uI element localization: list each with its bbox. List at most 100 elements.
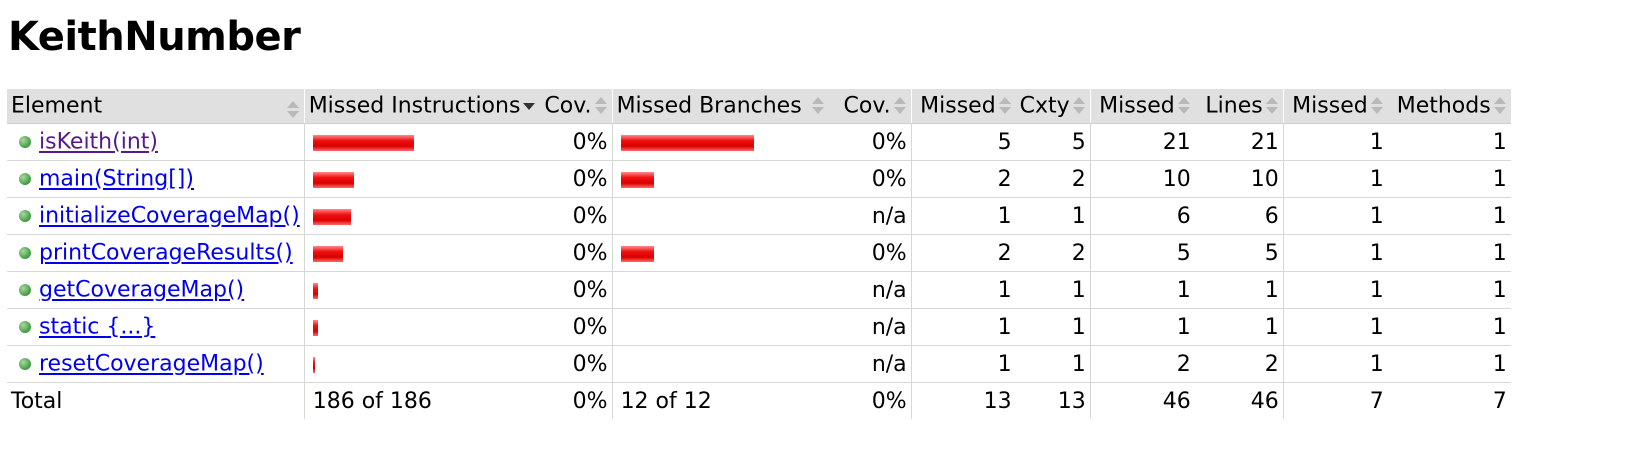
method-status-icon xyxy=(19,210,31,223)
total-missed-methods: 7 xyxy=(1282,382,1388,419)
header-methods[interactable]: Methods xyxy=(1387,89,1511,124)
table-row: printCoverageResults() 0% 0% 2 2 5 5 1 1 xyxy=(7,234,1511,272)
header-missed-instructions[interactable]: Missed Instructions xyxy=(303,89,541,124)
header-missed-complexity[interactable]: Missed xyxy=(910,89,1016,124)
missed-methods-cell: 1 xyxy=(1282,123,1388,161)
missed-cxty-cell: 2 xyxy=(910,160,1016,198)
missed-instructions-cell xyxy=(303,197,541,235)
missed-instructions-cell xyxy=(303,123,541,161)
header-branch-coverage-label: Cov. xyxy=(843,93,891,119)
branch-cov-cell: n/a xyxy=(828,271,912,309)
element-link[interactable]: main(String[]) xyxy=(39,166,194,192)
method-status-icon xyxy=(19,284,31,297)
element-cell: getCoverageMap() xyxy=(7,271,305,309)
missed-instructions-bar xyxy=(312,319,318,336)
header-element-label: Element xyxy=(11,93,103,119)
instr-cov-cell: 0% xyxy=(540,160,613,198)
method-status-icon xyxy=(19,358,31,371)
cxty-cell: 2 xyxy=(1015,234,1091,272)
header-element[interactable]: Element xyxy=(7,89,305,124)
instr-cov-cell: 0% xyxy=(540,123,613,161)
branch-cov-cell: n/a xyxy=(828,308,912,346)
missed-methods-cell: 1 xyxy=(1282,160,1388,198)
element-cell: static {...} xyxy=(7,308,305,346)
element-link[interactable]: getCoverageMap() xyxy=(39,277,245,303)
missed-methods-cell: 1 xyxy=(1282,345,1388,383)
table-row: static {...} 0% n/a 1 1 1 1 1 1 xyxy=(7,308,1511,346)
missed-instructions-bar xyxy=(312,171,354,188)
method-status-icon xyxy=(19,136,31,149)
sort-icon xyxy=(1072,97,1086,115)
element-link[interactable]: resetCoverageMap() xyxy=(39,351,264,377)
element-link[interactable]: initializeCoverageMap() xyxy=(39,203,300,229)
branch-cov-cell: 0% xyxy=(828,160,912,198)
missed-lines-cell: 21 xyxy=(1089,123,1195,161)
header-lines-label: Lines xyxy=(1205,93,1263,119)
header-missed-lines[interactable]: Missed xyxy=(1089,89,1195,124)
total-methods: 7 xyxy=(1492,388,1507,414)
method-status-icon xyxy=(19,173,31,186)
method-status-icon xyxy=(19,247,31,260)
header-branch-coverage[interactable]: Cov. xyxy=(828,89,912,124)
element-cell: printCoverageResults() xyxy=(7,234,305,272)
cxty-cell: 5 xyxy=(1015,123,1091,161)
element-cell: main(String[]) xyxy=(7,160,305,198)
total-missed-instructions: 186 of 186 xyxy=(303,382,541,419)
instr-cov-cell: 0% xyxy=(540,345,613,383)
header-missed-lines-label: Missed xyxy=(1099,93,1175,119)
methods-cell: 1 xyxy=(1387,308,1511,346)
missed-branches-cell xyxy=(611,308,829,346)
header-missed-complexity-label: Missed xyxy=(920,93,996,119)
header-missed-methods[interactable]: Missed xyxy=(1282,89,1388,124)
header-methods-label: Methods xyxy=(1396,93,1491,119)
sort-icon xyxy=(811,97,825,115)
missed-instructions-cell xyxy=(303,271,541,309)
coverage-table: Element Missed Instructions Cov. Missed … xyxy=(7,89,1511,419)
missed-branches-bar xyxy=(620,245,654,262)
table-row: isKeith(int) 0% 0% 5 5 21 21 1 1 xyxy=(7,123,1511,161)
missed-branches-cell xyxy=(611,271,829,309)
missed-instructions-cell xyxy=(303,308,541,346)
missed-branches-cell xyxy=(611,345,829,383)
missed-branches-cell xyxy=(611,197,829,235)
cxty-cell: 1 xyxy=(1015,197,1091,235)
missed-lines-cell: 1 xyxy=(1089,308,1195,346)
missed-branches-cell xyxy=(611,123,829,161)
missed-cxty-cell: 2 xyxy=(910,234,1016,272)
header-lines[interactable]: Lines xyxy=(1194,89,1284,124)
sort-desc-icon xyxy=(522,97,536,115)
sort-icon xyxy=(998,97,1012,115)
methods-cell: 1 xyxy=(1387,197,1511,235)
missed-cxty-cell: 1 xyxy=(910,197,1016,235)
header-complexity[interactable]: Cxty xyxy=(1015,89,1091,124)
missed-cxty-cell: 1 xyxy=(910,308,1016,346)
missed-instructions-cell xyxy=(303,160,541,198)
element-link[interactable]: isKeith(int) xyxy=(39,129,158,155)
total-label: Total xyxy=(11,388,63,414)
element-link[interactable]: static {...} xyxy=(39,314,156,340)
header-instruction-coverage[interactable]: Cov. xyxy=(540,89,613,124)
table-body: isKeith(int) 0% 0% 5 5 21 21 1 1 main(String[]) 0%… xyxy=(7,123,1511,383)
header-missed-instructions-label: Missed Instructions xyxy=(308,93,521,119)
missed-instructions-cell xyxy=(303,345,541,383)
table-row: getCoverageMap() 0% n/a 1 1 1 1 1 1 xyxy=(7,271,1511,309)
header-missed-branches[interactable]: Missed Branches xyxy=(611,89,829,124)
missed-branches-bar xyxy=(620,134,754,151)
missed-methods-cell: 1 xyxy=(1282,234,1388,272)
branch-cov-cell: n/a xyxy=(828,197,912,235)
header-instruction-coverage-label: Cov. xyxy=(544,93,592,119)
page-title: KeithNumber xyxy=(8,14,301,60)
table-row: initializeCoverageMap() 0% n/a 1 1 6 6 1 1 xyxy=(7,197,1511,235)
instr-cov-cell: 0% xyxy=(540,271,613,309)
header-complexity-label: Cxty xyxy=(1019,93,1070,119)
element-link[interactable]: printCoverageResults() xyxy=(39,240,293,266)
sort-icon xyxy=(1493,97,1507,115)
cxty-cell: 2 xyxy=(1015,160,1091,198)
lines-cell: 5 xyxy=(1194,234,1284,272)
table-header-row: Element Missed Instructions Cov. Missed … xyxy=(7,89,1511,124)
sort-icon xyxy=(1370,97,1384,115)
branch-cov-cell: n/a xyxy=(828,345,912,383)
instr-cov-cell: 0% xyxy=(540,234,613,272)
instr-cov-cell: 0% xyxy=(540,308,613,346)
methods-cell: 1 xyxy=(1387,160,1511,198)
